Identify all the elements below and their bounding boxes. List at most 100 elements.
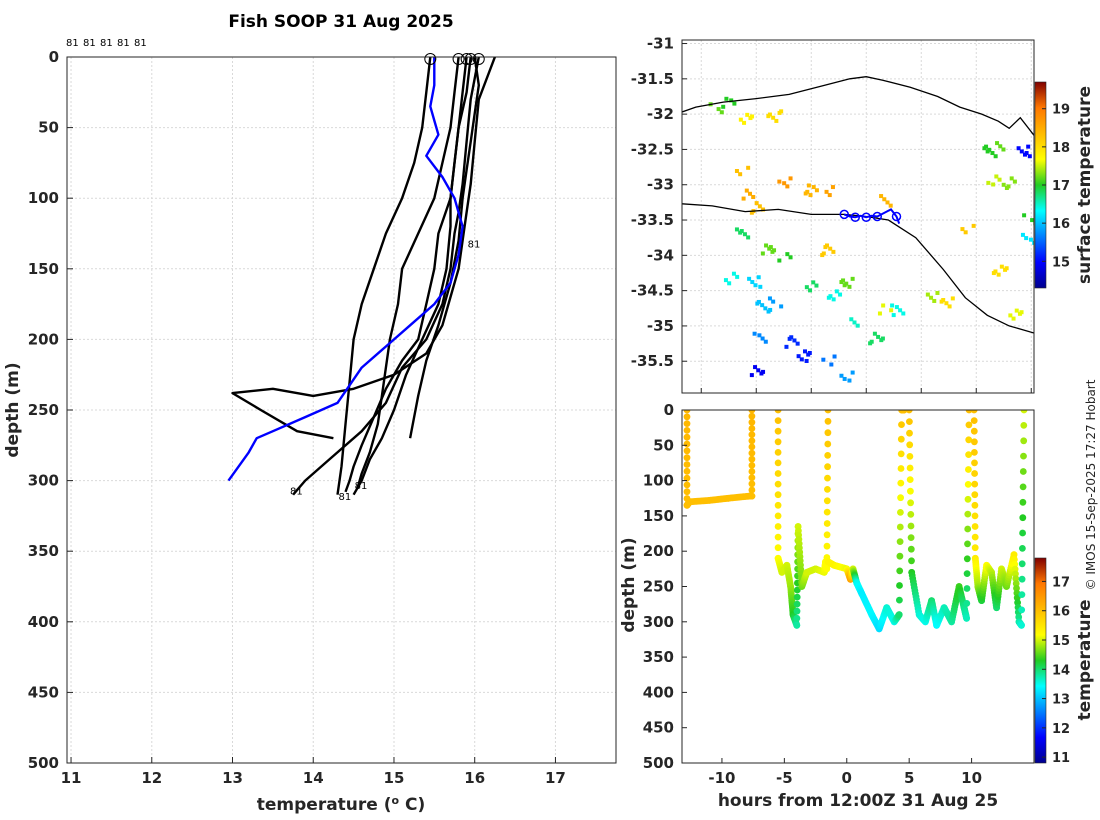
- profile-line: [336, 57, 432, 495]
- timeseries-point: [683, 447, 691, 455]
- timeseries-point: [907, 511, 915, 518]
- sst-cell: [807, 350, 812, 355]
- profile-y-tick-label: 250: [28, 401, 59, 419]
- timeseries-point: [1018, 560, 1026, 568]
- sst-cell: [747, 276, 752, 281]
- profile-y-label: depth (m): [3, 362, 23, 457]
- sst-cell: [932, 298, 937, 303]
- profile-start-marker: [424, 53, 437, 65]
- profile-x-tick-label: 13: [222, 769, 243, 787]
- sst-cell: [963, 230, 968, 235]
- profile-ticks: 11 12 13 14 15 16 17 0 50 100 150 200 250 300 350 400 45…: [28, 48, 566, 787]
- map-colorbar-tick-label: 19: [1052, 103, 1070, 118]
- timeseries-point: [1018, 591, 1026, 598]
- timeseries-point: [683, 413, 691, 421]
- sst-map: -31 -31.5 -32 -32.5 -33 -33.5 -34 -34.5 -35 -35.5…: [631, 35, 1095, 394]
- timeseries-point: [1012, 580, 1020, 587]
- timeseries-colorbar-tick-label: 14: [1052, 663, 1070, 678]
- sst-cell: [756, 275, 761, 280]
- chart-title: Fish SOOP 31 Aug 2025: [228, 12, 453, 32]
- timeseries-point: [896, 523, 904, 531]
- profile-lines: [227, 57, 497, 496]
- timeseries-point: [971, 459, 978, 467]
- track-marker: [872, 211, 882, 222]
- timeseries-y-tick-label: 250: [643, 578, 674, 596]
- timeseries-point: [824, 417, 832, 425]
- timeseries-point: [774, 427, 782, 435]
- timeseries-point: [965, 436, 973, 444]
- sst-cell: [814, 188, 819, 193]
- sst-cell: [1011, 316, 1016, 321]
- sst-cell: [984, 144, 989, 149]
- timeseries-point: [970, 417, 978, 424]
- sst-cell: [898, 308, 903, 313]
- profile-y-tick-label: 0: [49, 48, 59, 66]
- timeseries-y-tick-label: 0: [664, 401, 674, 419]
- sst-cell: [829, 362, 834, 367]
- timeseries-point: [1020, 452, 1027, 460]
- timeseries-point: [906, 418, 913, 425]
- profile-line: [352, 57, 472, 496]
- profile-y-tick-label: 400: [28, 613, 59, 631]
- sst-cell: [1019, 310, 1024, 315]
- timeseries-point: [824, 486, 831, 493]
- sst-cell: [748, 191, 752, 196]
- sst-cell: [811, 280, 816, 285]
- map-y-tick-label: -33.5: [631, 211, 674, 229]
- track-marker: [839, 209, 849, 220]
- sst-cell: [763, 306, 768, 311]
- map-colorbar-label: surface temperature: [1075, 86, 1095, 284]
- timeseries-point: [748, 455, 756, 463]
- timeseries-point: [683, 461, 691, 468]
- sst-cell: [832, 354, 837, 359]
- sst-cell: [1032, 240, 1034, 245]
- sst-cell: [734, 227, 739, 232]
- sst-cell: [1012, 179, 1017, 184]
- sst-cell: [804, 358, 809, 363]
- timeseries-point: [774, 523, 782, 530]
- profile-x-tick-label: 16: [464, 769, 485, 787]
- timeseries-point: [1019, 498, 1027, 506]
- station-top-label: 81: [117, 38, 130, 49]
- profile-line: [227, 57, 464, 482]
- map-y-tick-label: -34.5: [631, 282, 674, 300]
- timeseries-point: [748, 462, 756, 469]
- sst-cell: [828, 246, 833, 251]
- timeseries-point: [1019, 545, 1026, 552]
- timeseries-point: [907, 545, 915, 553]
- timeseries-point: [748, 437, 756, 445]
- sst-cell: [721, 104, 726, 109]
- sst-cell: [732, 101, 737, 106]
- map-colorbar-tick-label: 17: [1052, 179, 1070, 194]
- track-marker: [861, 212, 871, 222]
- sst-cell: [751, 194, 756, 199]
- timeseries-point: [683, 433, 691, 441]
- sst-cell: [742, 232, 747, 237]
- sst-cell: [834, 289, 839, 294]
- timeseries-point: [748, 449, 756, 457]
- sst-cell: [779, 304, 784, 309]
- timeseries-point: [897, 435, 905, 443]
- sst-cell: [768, 245, 773, 250]
- timeseries-point: [906, 464, 914, 472]
- sst-cell: [727, 281, 732, 286]
- sst-cell: [753, 283, 758, 288]
- sst-cell: [738, 172, 743, 177]
- credit-text: © IMOS 15-Sep-2025 17:27 Hobart: [1084, 379, 1098, 590]
- timeseries-point: [965, 421, 973, 429]
- station-top-label: 81: [134, 38, 147, 49]
- timeseries-point: [896, 596, 903, 604]
- sst-cell: [795, 341, 800, 346]
- map-y-tick-label: -34: [647, 246, 674, 264]
- profile-line: [292, 57, 480, 496]
- sst-cell: [760, 251, 765, 256]
- timeseries-point: [774, 459, 782, 467]
- sst-cell: [838, 292, 843, 297]
- timeseries-point: [907, 522, 915, 530]
- profile-line: [231, 57, 497, 440]
- sst-cell: [746, 165, 751, 170]
- timeseries-y-tick-label: 400: [643, 683, 674, 701]
- timeseries-point: [824, 452, 832, 459]
- profile-y-tick-label: 350: [28, 542, 59, 560]
